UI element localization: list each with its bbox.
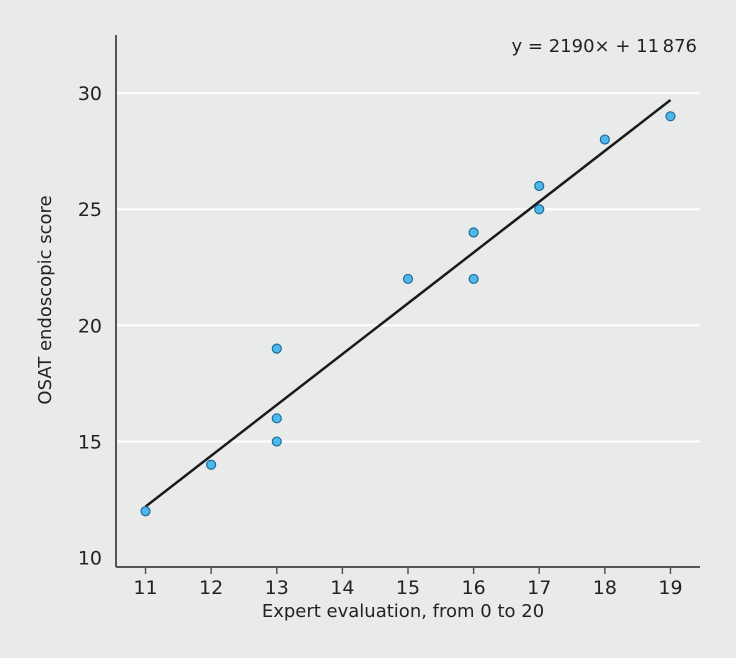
data-point (271, 413, 282, 424)
x-tick-label: 19 (658, 577, 682, 599)
data-point (271, 343, 282, 354)
y-tick-label: 20 (78, 315, 102, 337)
x-axis-label: Expert evaluation, from 0 to 20 (262, 601, 544, 622)
y-tick-label: 30 (78, 83, 102, 105)
y-tick-label: 25 (78, 199, 102, 221)
data-point (665, 111, 676, 122)
y-tick-label: 15 (78, 432, 102, 454)
data-point (468, 273, 479, 285)
data-point (468, 227, 479, 238)
x-tick-label: 14 (330, 577, 354, 599)
tick-labels: 10 15 20 25 30 11 12 13 14 15 16 17 18 19 (78, 83, 683, 599)
data-point (534, 180, 545, 192)
grid-lines (116, 92, 700, 443)
x-tick-label: 18 (593, 577, 617, 599)
x-tick-label: 17 (527, 577, 551, 599)
x-tick-label: 15 (396, 577, 420, 599)
axes (115, 35, 700, 568)
data-point (271, 436, 282, 447)
data-point (599, 134, 610, 145)
y-axis-label: OSAT endoscopic score (35, 195, 56, 404)
x-tick-label: 12 (199, 577, 223, 599)
x-tick-label: 13 (265, 577, 289, 599)
data-points (140, 111, 676, 517)
data-point (402, 273, 414, 285)
y-tick-label: 10 (78, 548, 102, 570)
trendline-layer (144, 99, 672, 508)
data-point (534, 204, 545, 215)
data-point (140, 506, 151, 517)
trendline (144, 99, 672, 508)
regression-equation: y = 2190× + 11 876 (512, 36, 697, 57)
x-tick-label: 16 (462, 577, 486, 599)
x-tick-label: 11 (133, 577, 157, 599)
data-point (206, 459, 217, 470)
